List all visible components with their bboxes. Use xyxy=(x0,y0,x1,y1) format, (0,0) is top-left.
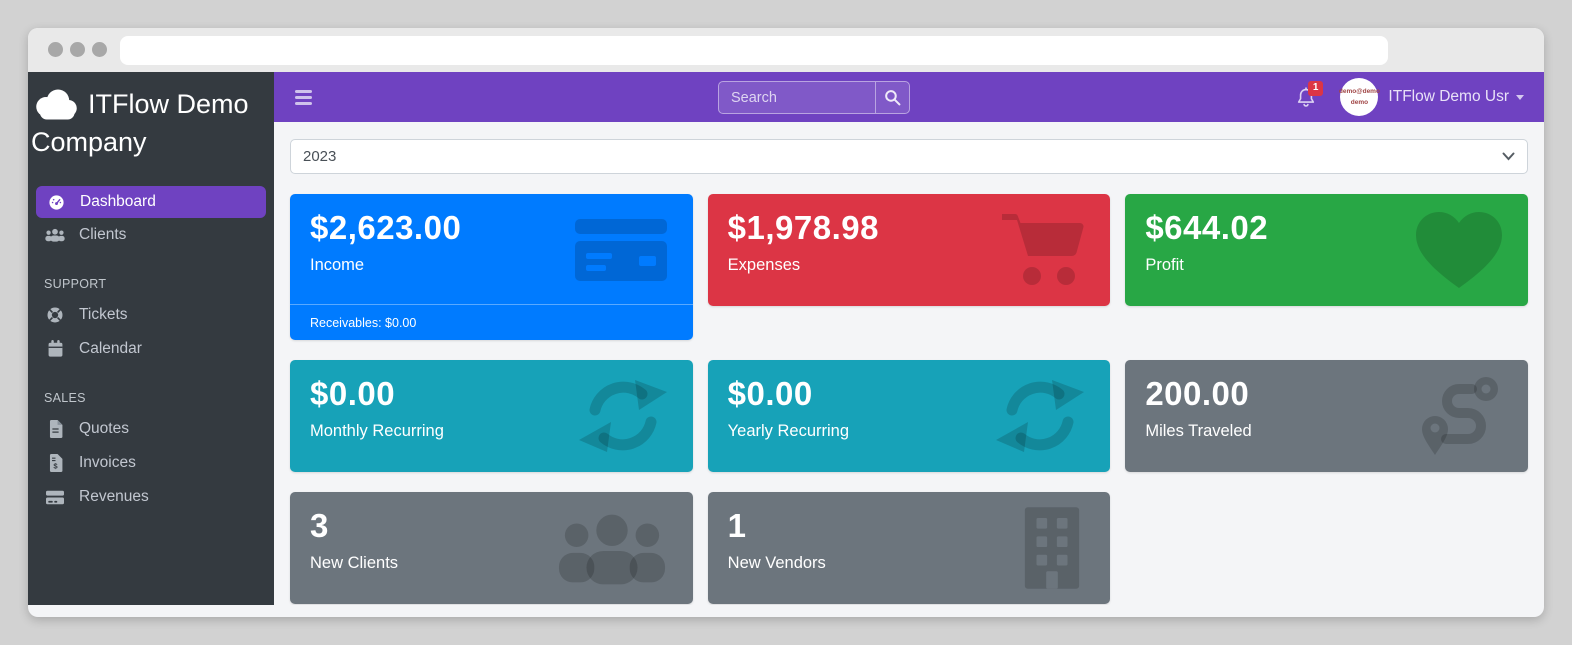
card-body: 1 New Vendors xyxy=(708,492,1111,589)
sidebar-item-dashboard[interactable]: Dashboard xyxy=(36,186,266,218)
miles-traveled-amount: 200.00 xyxy=(1145,375,1250,412)
life-ring-icon xyxy=(44,306,66,324)
sync-icon xyxy=(578,380,667,452)
avatar-text-line2: demo xyxy=(1350,99,1369,106)
expenses-card[interactable]: $1,978.98 Expenses xyxy=(707,194,1111,306)
browser-window: ITFlow Demo Company Dashboard xyxy=(28,28,1544,617)
route-icon xyxy=(1421,377,1502,455)
sidebar-item-tickets[interactable]: Tickets xyxy=(28,298,274,332)
navbar-right: 1 demo@demo demo ITFlow Demo Usr xyxy=(1296,78,1544,116)
new-vendors-amount: 1 xyxy=(727,507,747,544)
new-clients-label: New Clients xyxy=(310,554,399,573)
new-clients-card[interactable]: 3 New Clients xyxy=(290,492,693,604)
bell-icon xyxy=(1296,86,1316,113)
income-amount: $2,623.00 xyxy=(310,209,462,246)
sidebar-item-label: Dashboard xyxy=(80,193,156,210)
browser-chrome xyxy=(28,28,1544,72)
profit-amount: $644.02 xyxy=(1145,209,1269,246)
window-control-dot xyxy=(70,42,85,57)
miles-traveled-card[interactable]: 200.00 Miles Traveled xyxy=(1125,360,1528,472)
profit-card[interactable]: $644.02 Profit xyxy=(1125,194,1528,306)
sidebar: ITFlow Demo Company Dashboard xyxy=(28,72,274,605)
yearly-recurring-label: Yearly Recurring xyxy=(727,422,850,441)
expenses-amount: $1,978.98 xyxy=(727,209,879,246)
sidebar-item-calendar[interactable]: Calendar xyxy=(28,332,274,366)
shopping-cart-icon xyxy=(1002,214,1084,286)
notification-badge: 1 xyxy=(1308,80,1323,96)
sync-icon xyxy=(996,380,1085,452)
url-bar[interactable] xyxy=(120,36,1388,65)
new-vendors-label: New Vendors xyxy=(727,554,826,573)
sidebar-section-sales: SALES xyxy=(44,391,86,405)
card-body: $644.02 Profit xyxy=(1125,194,1528,291)
main-area: 1 demo@demo demo ITFlow Demo Usr 2023 xyxy=(274,72,1544,605)
sidebar-item-label: Clients xyxy=(79,226,127,243)
heart-icon xyxy=(1415,212,1502,288)
monthly-recurring-amount: $0.00 xyxy=(310,375,396,412)
year-filter: 2023 xyxy=(290,139,1528,174)
svg-text:$: $ xyxy=(53,462,58,471)
hamburger-icon[interactable] xyxy=(295,89,312,105)
credit-card-icon xyxy=(574,219,667,281)
card-body: $2,623.00 Income xyxy=(290,194,693,291)
sidebar-item-label: Tickets xyxy=(79,306,128,323)
expenses-label: Expenses xyxy=(727,256,801,275)
profit-label: Profit xyxy=(1145,256,1184,275)
cloud-icon xyxy=(31,86,79,120)
income-label: Income xyxy=(310,256,365,275)
year-select[interactable]: 2023 xyxy=(290,139,1528,174)
dashboard-content: 2023 $2,623.00 Income xyxy=(274,122,1544,605)
card-body: $0.00 Monthly Recurring xyxy=(290,360,693,457)
credit-card-icon xyxy=(44,490,66,505)
sidebar-item-quotes[interactable]: Quotes xyxy=(28,412,274,446)
user-dropdown[interactable]: ITFlow Demo Usr xyxy=(1388,88,1524,106)
search-button[interactable] xyxy=(875,82,909,113)
sidebar-item-label: Quotes xyxy=(79,420,129,437)
card-body: 200.00 Miles Traveled xyxy=(1125,360,1528,457)
income-footer: Receivables: $0.00 xyxy=(290,304,693,340)
avatar[interactable]: demo@demo demo xyxy=(1338,78,1380,116)
notifications-button[interactable]: 1 xyxy=(1296,80,1323,109)
window-controls xyxy=(48,42,107,57)
income-card[interactable]: $2,623.00 Income Rec xyxy=(290,194,693,340)
window-control-dot xyxy=(92,42,107,57)
building-icon xyxy=(1020,507,1084,589)
search-group xyxy=(718,81,910,114)
chevron-down-icon xyxy=(1516,94,1524,100)
card-body: $1,978.98 Expenses xyxy=(708,194,1111,291)
new-vendors-card[interactable]: 1 New Vendors xyxy=(707,492,1111,604)
sidebar-item-invoices[interactable]: $ Invoices xyxy=(28,446,274,480)
user-name: ITFlow Demo Usr xyxy=(1388,88,1509,105)
file-invoice-dollar-icon: $ xyxy=(44,454,66,472)
cards-grid: $2,623.00 Income Rec xyxy=(290,194,1528,604)
search-icon xyxy=(884,89,901,106)
calendar-icon xyxy=(44,340,66,358)
tachometer-icon xyxy=(45,194,67,211)
app-root: ITFlow Demo Company Dashboard xyxy=(28,72,1544,605)
sidebar-item-label: Invoices xyxy=(79,454,136,471)
sidebar-section-support: SUPPORT xyxy=(44,277,107,291)
sidebar-item-label: Calendar xyxy=(79,340,142,357)
new-clients-amount: 3 xyxy=(310,507,329,544)
monthly-recurring-card[interactable]: $0.00 Monthly Recurring xyxy=(290,360,693,472)
yearly-recurring-amount: $0.00 xyxy=(727,375,813,412)
users-icon xyxy=(44,228,66,242)
monthly-recurring-label: Monthly Recurring xyxy=(310,422,444,441)
sidebar-item-label: Revenues xyxy=(79,488,149,505)
window-control-dot xyxy=(48,42,63,57)
miles-traveled-label: Miles Traveled xyxy=(1145,422,1252,441)
sidebar-item-revenues[interactable]: Revenues xyxy=(28,480,274,514)
brand-label: ITFlow Demo Company xyxy=(31,89,249,157)
card-body: $0.00 Yearly Recurring xyxy=(708,360,1111,457)
top-navbar: 1 demo@demo demo ITFlow Demo Usr xyxy=(274,72,1544,122)
search-input[interactable] xyxy=(719,82,875,113)
file-quote-icon xyxy=(44,420,66,438)
yearly-recurring-card[interactable]: $0.00 Yearly Recurring xyxy=(707,360,1111,472)
brand-link[interactable]: ITFlow Demo Company xyxy=(28,72,274,165)
avatar-text-line1: demo@demo xyxy=(1338,87,1380,95)
users-icon xyxy=(557,512,667,585)
card-body: 3 New Clients xyxy=(290,492,693,589)
sidebar-item-clients[interactable]: Clients xyxy=(28,218,274,252)
